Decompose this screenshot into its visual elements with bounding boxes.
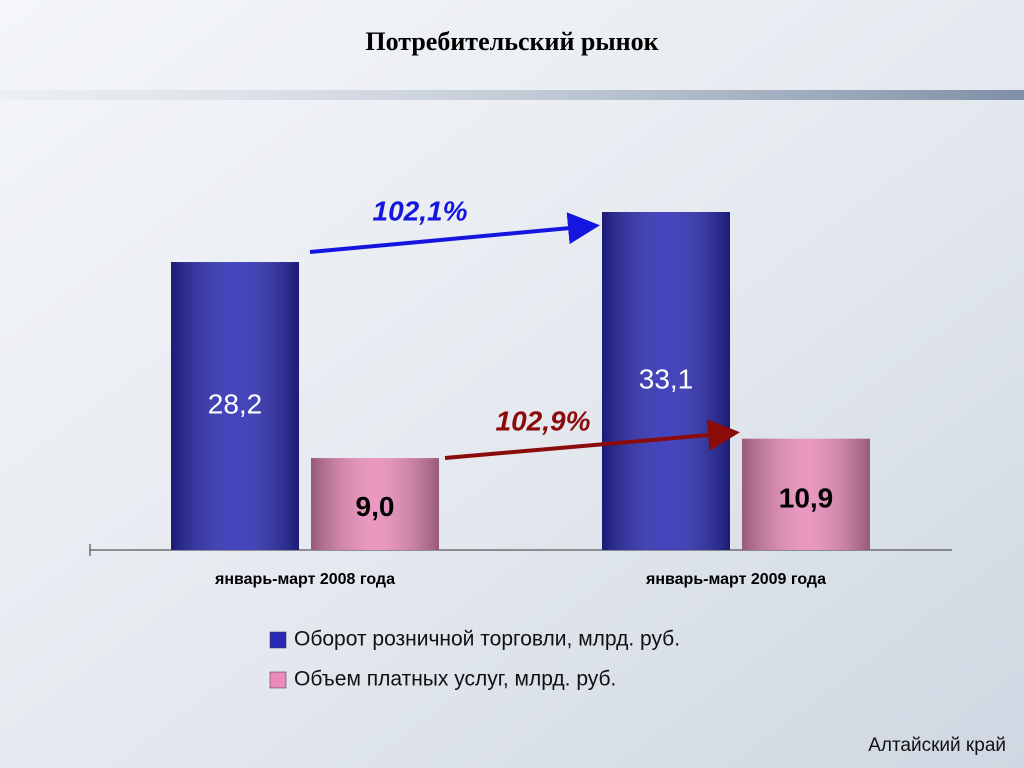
value-label: 28,2 — [208, 388, 263, 419]
plot: январь-март 2008 года январь-март 2009 го… — [171, 212, 870, 588]
chart-title: Потребительский рынок — [365, 27, 658, 56]
value-label: 9,0 — [356, 491, 395, 522]
legend-swatch — [269, 671, 287, 689]
annotation: 102,9% — [496, 405, 591, 436]
value-label: 33,1 — [639, 363, 694, 394]
value-label: 10,9 — [779, 482, 834, 513]
x-tick-label: январь-март 2008 года — [214, 571, 395, 588]
annotation: 102,1% — [373, 195, 468, 226]
legend-swatch — [269, 631, 287, 649]
footer: Алтайский край — [868, 735, 1006, 756]
header-band — [0, 90, 1024, 100]
legend-label: Объем платных услуг, млрд. руб. — [294, 668, 616, 691]
bar-shade — [602, 212, 730, 550]
growth-arrow — [309, 212, 600, 254]
bar-shade — [742, 438, 870, 550]
x-tick-label: январь-март 2009 года — [645, 571, 826, 588]
bar-shade — [171, 262, 299, 550]
legend-label: Оборот розничной торговли, млрд. руб. — [294, 628, 680, 651]
growth-arrow — [444, 419, 740, 460]
legend: Оборот розничной торговли, млрд. руб. Объ… — [269, 628, 680, 691]
bar-shade — [311, 458, 439, 550]
